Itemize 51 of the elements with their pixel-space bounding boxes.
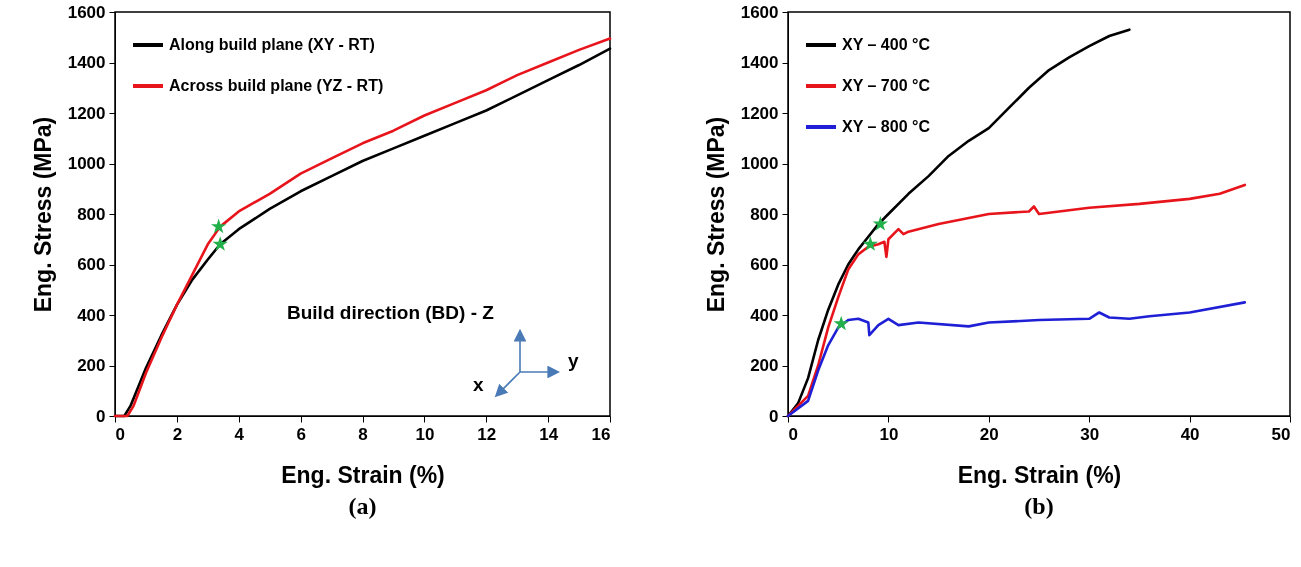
x-tick-label: 50 bbox=[1271, 424, 1291, 444]
x-tick-label: 4 bbox=[234, 424, 245, 444]
annotation: x bbox=[473, 374, 484, 396]
point bbox=[862, 236, 878, 251]
y-tick-label: 200 bbox=[750, 356, 779, 375]
x-tick-label: 10 bbox=[415, 424, 435, 444]
y-tick-label: 800 bbox=[77, 204, 106, 224]
point bbox=[872, 216, 889, 231]
x-tick-label: 14 bbox=[539, 424, 559, 444]
y-tick-label: 1000 bbox=[740, 154, 779, 173]
text: (a) bbox=[348, 493, 377, 519]
y-tick-label: 600 bbox=[77, 255, 106, 274]
x-tick-label: 30 bbox=[1080, 424, 1100, 444]
y-axis-title: Eng. Stress (MPa) bbox=[702, 116, 729, 313]
x-tick-label: 20 bbox=[979, 424, 999, 444]
y-tick-label: 1600 bbox=[67, 2, 106, 22]
y-tick-label: 1600 bbox=[740, 2, 779, 22]
y-tick-label: 400 bbox=[750, 305, 779, 325]
line-series bbox=[786, 301, 1247, 418]
y-tick-label: 1000 bbox=[67, 154, 106, 173]
x-axis-title: Eng. Strain (%) bbox=[957, 461, 1122, 488]
legend-label: XY – 700 °C bbox=[842, 77, 931, 94]
point bbox=[833, 315, 849, 331]
x-tick-label: 0 bbox=[115, 424, 125, 444]
y-tick-label: 0 bbox=[769, 406, 779, 426]
y-tick-label: 400 bbox=[77, 305, 106, 325]
annotation: y bbox=[568, 350, 579, 372]
text: (b) bbox=[1024, 493, 1054, 519]
x-axis-title: Eng. Strain (%) bbox=[281, 461, 445, 488]
x-tick-label: 40 bbox=[1180, 424, 1200, 444]
y-tick-label: 1400 bbox=[740, 53, 779, 72]
y-tick-label: 1400 bbox=[67, 53, 106, 72]
legend-label: XY – 800 °C bbox=[842, 118, 931, 135]
x-tick-label: 2 bbox=[172, 424, 183, 444]
x-tick-label: 8 bbox=[358, 424, 368, 444]
y-tick-label: 1200 bbox=[67, 103, 106, 123]
x-tick-label: 16 bbox=[591, 424, 611, 444]
x-tick-label: 10 bbox=[879, 424, 899, 444]
y-tick-label: 800 bbox=[750, 204, 779, 224]
x-tick-label: 12 bbox=[477, 424, 497, 444]
y-tick-label: 0 bbox=[96, 406, 106, 426]
x-tick-label: 6 bbox=[296, 424, 306, 444]
y-tick-label: 600 bbox=[750, 255, 779, 274]
legend-label: Across build plane (YZ - RT) bbox=[169, 77, 384, 94]
x-tick-label: 0 bbox=[788, 424, 798, 444]
y-axis-title: Eng. Stress (MPa) bbox=[29, 116, 56, 313]
legend-label: XY – 400 °C bbox=[842, 36, 931, 53]
annotation: Build direction (BD) - Z bbox=[287, 302, 494, 324]
legend-label: Along build plane (XY - RT) bbox=[169, 36, 375, 53]
y-tick-label: 200 bbox=[77, 356, 106, 375]
y-tick-label: 1200 bbox=[740, 103, 779, 123]
